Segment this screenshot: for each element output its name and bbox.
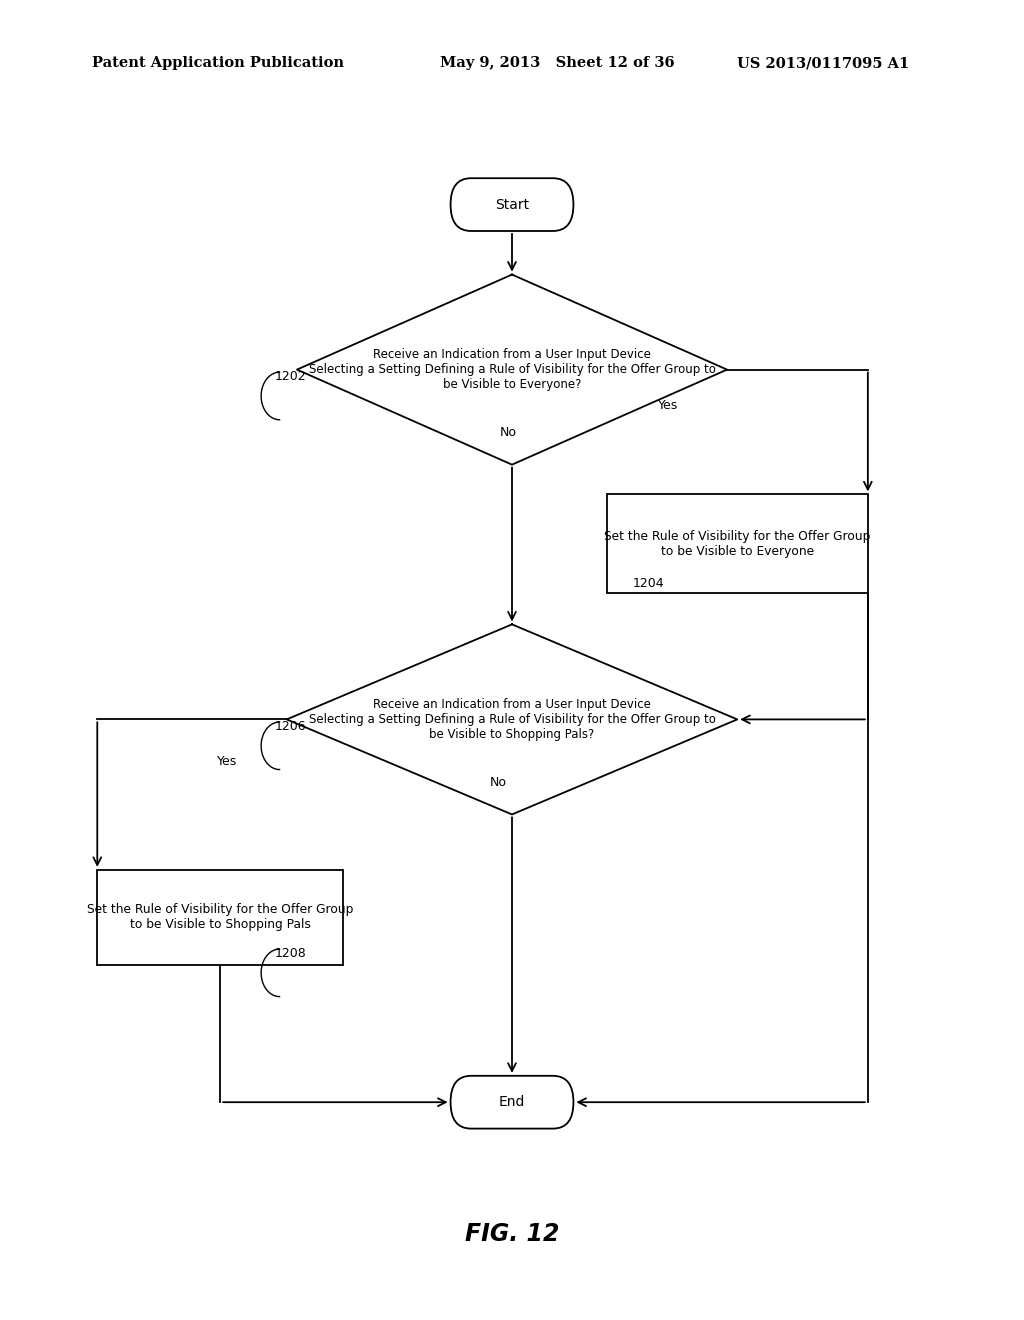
Text: End: End xyxy=(499,1096,525,1109)
Text: Set the Rule of Visibility for the Offer Group
to be Visible to Shopping Pals: Set the Rule of Visibility for the Offer… xyxy=(87,903,353,932)
Text: 1206: 1206 xyxy=(274,719,306,733)
Text: 1202: 1202 xyxy=(274,370,306,383)
Bar xyxy=(606,495,868,594)
Text: Receive an Indication from a User Input Device
Selecting a Setting Defining a Ru: Receive an Indication from a User Input … xyxy=(308,348,716,391)
Text: May 9, 2013   Sheet 12 of 36: May 9, 2013 Sheet 12 of 36 xyxy=(440,57,675,70)
Text: Yes: Yes xyxy=(658,399,679,412)
Bar xyxy=(97,870,343,965)
Text: Set the Rule of Visibility for the Offer Group
to be Visible to Everyone: Set the Rule of Visibility for the Offer… xyxy=(604,529,870,558)
Text: Yes: Yes xyxy=(217,755,238,768)
Text: FIG. 12: FIG. 12 xyxy=(465,1222,559,1246)
Text: Start: Start xyxy=(495,198,529,211)
Text: Receive an Indication from a User Input Device
Selecting a Setting Defining a Ru: Receive an Indication from a User Input … xyxy=(308,698,716,741)
Text: No: No xyxy=(500,426,517,440)
Text: US 2013/0117095 A1: US 2013/0117095 A1 xyxy=(737,57,909,70)
Text: Patent Application Publication: Patent Application Publication xyxy=(92,57,344,70)
Text: No: No xyxy=(489,776,507,789)
FancyBboxPatch shape xyxy=(451,178,573,231)
FancyBboxPatch shape xyxy=(451,1076,573,1129)
Text: 1204: 1204 xyxy=(633,577,665,590)
Text: 1208: 1208 xyxy=(274,946,306,960)
